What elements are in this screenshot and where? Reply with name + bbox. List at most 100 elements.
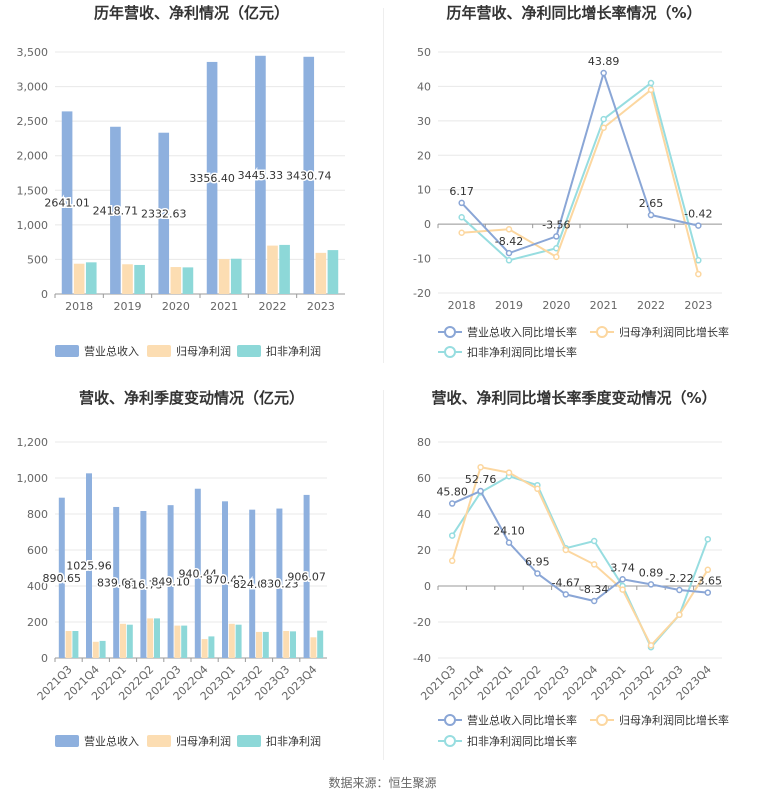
legend-swatch (237, 345, 261, 357)
data-label: 0.89 (639, 566, 664, 579)
data-point (448, 557, 456, 565)
data-point (553, 233, 560, 240)
x-tick-label: 2021 (210, 300, 238, 313)
bar (182, 267, 194, 294)
data-label: 3430.74 (286, 169, 332, 182)
data-label: -8.42 (495, 235, 523, 248)
legend-swatch-marker (596, 714, 608, 726)
x-tick-label: 2022 (637, 299, 665, 312)
data-label: 870.42 (206, 574, 245, 587)
quarterly-values-chart: 02004006008001,0001,2002021Q32021Q42022Q… (17, 436, 328, 748)
bar (61, 111, 73, 294)
bar (170, 267, 182, 294)
bar (65, 631, 72, 658)
legend-label: 营业总收入同比增长率 (467, 713, 577, 727)
bar (235, 624, 242, 658)
bar (110, 126, 121, 294)
y-tick-label: 80 (417, 436, 431, 449)
chart-title: 历年营收、净利情况（亿元） (93, 4, 289, 22)
annual-growth-chart: -20 -10 0 10 20 30 40 50 2018 2019 2020 2021 2022 202… (413, 46, 729, 359)
y-tick-label: 500 (27, 253, 48, 266)
series-line (460, 81, 700, 262)
bar (206, 61, 218, 295)
y-tick-label: 2,500 (17, 115, 49, 128)
data-point (600, 124, 607, 131)
legend-label: 扣非净利润 (266, 734, 321, 748)
data-label: 890.65 (43, 572, 82, 585)
quarterly-values-panel: 营收、净利季度变动情况（亿元） 0 200 400 600 800 1,000 1,200 2… (0, 385, 383, 765)
bar (147, 618, 154, 658)
series-line (461, 88, 700, 275)
bar (58, 497, 65, 658)
data-source: 数据来源：恒生聚源 (328, 776, 437, 790)
legend-swatch (237, 735, 261, 747)
data-point (619, 576, 626, 583)
bar (290, 631, 296, 658)
legend-swatch (55, 735, 79, 747)
y-tick-label: -10 (413, 253, 431, 266)
data-point (600, 69, 607, 77)
data-point (505, 249, 513, 257)
bar (279, 244, 290, 294)
annual-values-panel: 历年营收、净利情况（亿元） 0 500 1,000 1,500 2,000 2,500 3,… (0, 0, 383, 372)
y-tick-label: 200 (27, 616, 48, 629)
data-point (562, 546, 570, 554)
bar (122, 264, 133, 294)
bar (310, 637, 317, 658)
y-tick-label: 400 (27, 580, 48, 593)
data-point (458, 214, 465, 221)
data-point (600, 115, 607, 123)
data-point (695, 270, 702, 278)
y-tick-label: 0 (424, 580, 431, 593)
data-point (704, 535, 712, 543)
legend-swatch (147, 345, 171, 357)
bar (222, 501, 228, 658)
bar (99, 640, 106, 658)
legend-swatch (55, 345, 79, 357)
legend-swatch-marker (444, 714, 456, 726)
data-point (505, 226, 513, 233)
data-label: -3.56 (542, 218, 570, 231)
data-label: 906.07 (287, 570, 326, 583)
bar (283, 631, 290, 658)
legend-label: 营业总收入同比增长率 (467, 325, 577, 339)
x-tick-label: 2018 (65, 300, 93, 313)
quarterly-growth-panel: 营收、净利同比增长率季度变动情况（%） -40 -20 0 20 40 60 80 2021Q… (383, 385, 765, 765)
data-point (590, 561, 598, 568)
data-label: -4.67 (552, 576, 580, 589)
data-point (458, 199, 465, 207)
legend-label: 归母净利润同比增长率 (619, 325, 729, 339)
data-label: 6.17 (449, 185, 474, 198)
panel-separator (383, 8, 384, 363)
x-tick-label: 2023 (684, 299, 712, 312)
data-label: -2.22 (665, 572, 693, 585)
bar (315, 252, 327, 294)
data-point (505, 257, 513, 264)
legend-label: 扣非净利润同比增长率 (467, 345, 577, 359)
legend-swatch-marker (444, 346, 456, 358)
legend-swatch (147, 735, 171, 747)
data-label: 2332.63 (141, 207, 187, 220)
data-point (695, 257, 702, 264)
data-point (534, 570, 541, 577)
bar (140, 510, 147, 658)
bar (167, 505, 174, 658)
bar (327, 250, 339, 294)
data-point (477, 463, 484, 471)
data-point (458, 229, 465, 236)
data-point (505, 469, 513, 476)
bar (194, 488, 201, 658)
bar (92, 641, 99, 658)
bar (158, 132, 170, 294)
chart-title: 营收、净利同比增长率季度变动情况（%） (431, 389, 717, 407)
bar (262, 631, 269, 658)
bar (317, 630, 324, 658)
data-label: 940.44 (179, 567, 218, 580)
y-tick-label: 20 (417, 149, 431, 162)
bar (201, 639, 208, 658)
y-tick-label: 3,000 (17, 81, 49, 94)
annual-growth-panel: 历年营收、净利同比增长率情况（%） -20 -10 0 10 20 30 40 50 2018 2… (383, 0, 765, 372)
y-tick-label: 10 (417, 184, 431, 197)
y-tick-label: 30 (417, 115, 431, 128)
data-point (647, 79, 655, 87)
